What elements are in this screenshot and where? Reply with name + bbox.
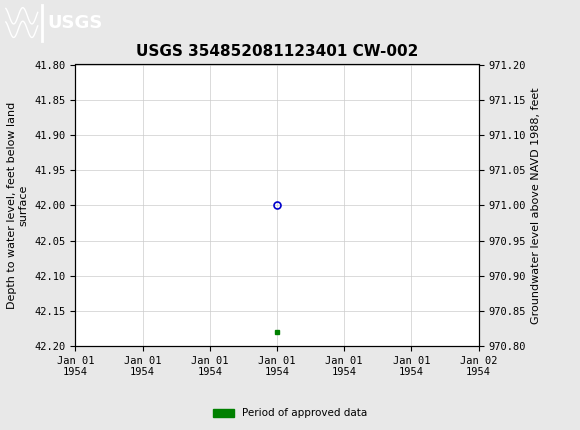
Title: USGS 354852081123401 CW-002: USGS 354852081123401 CW-002 [136,44,418,59]
Y-axis label: Depth to water level, feet below land
surface: Depth to water level, feet below land su… [8,102,29,309]
Y-axis label: Groundwater level above NAVD 1988, feet: Groundwater level above NAVD 1988, feet [531,87,541,324]
Text: USGS: USGS [48,14,103,31]
Legend: Period of approved data: Period of approved data [209,404,371,423]
